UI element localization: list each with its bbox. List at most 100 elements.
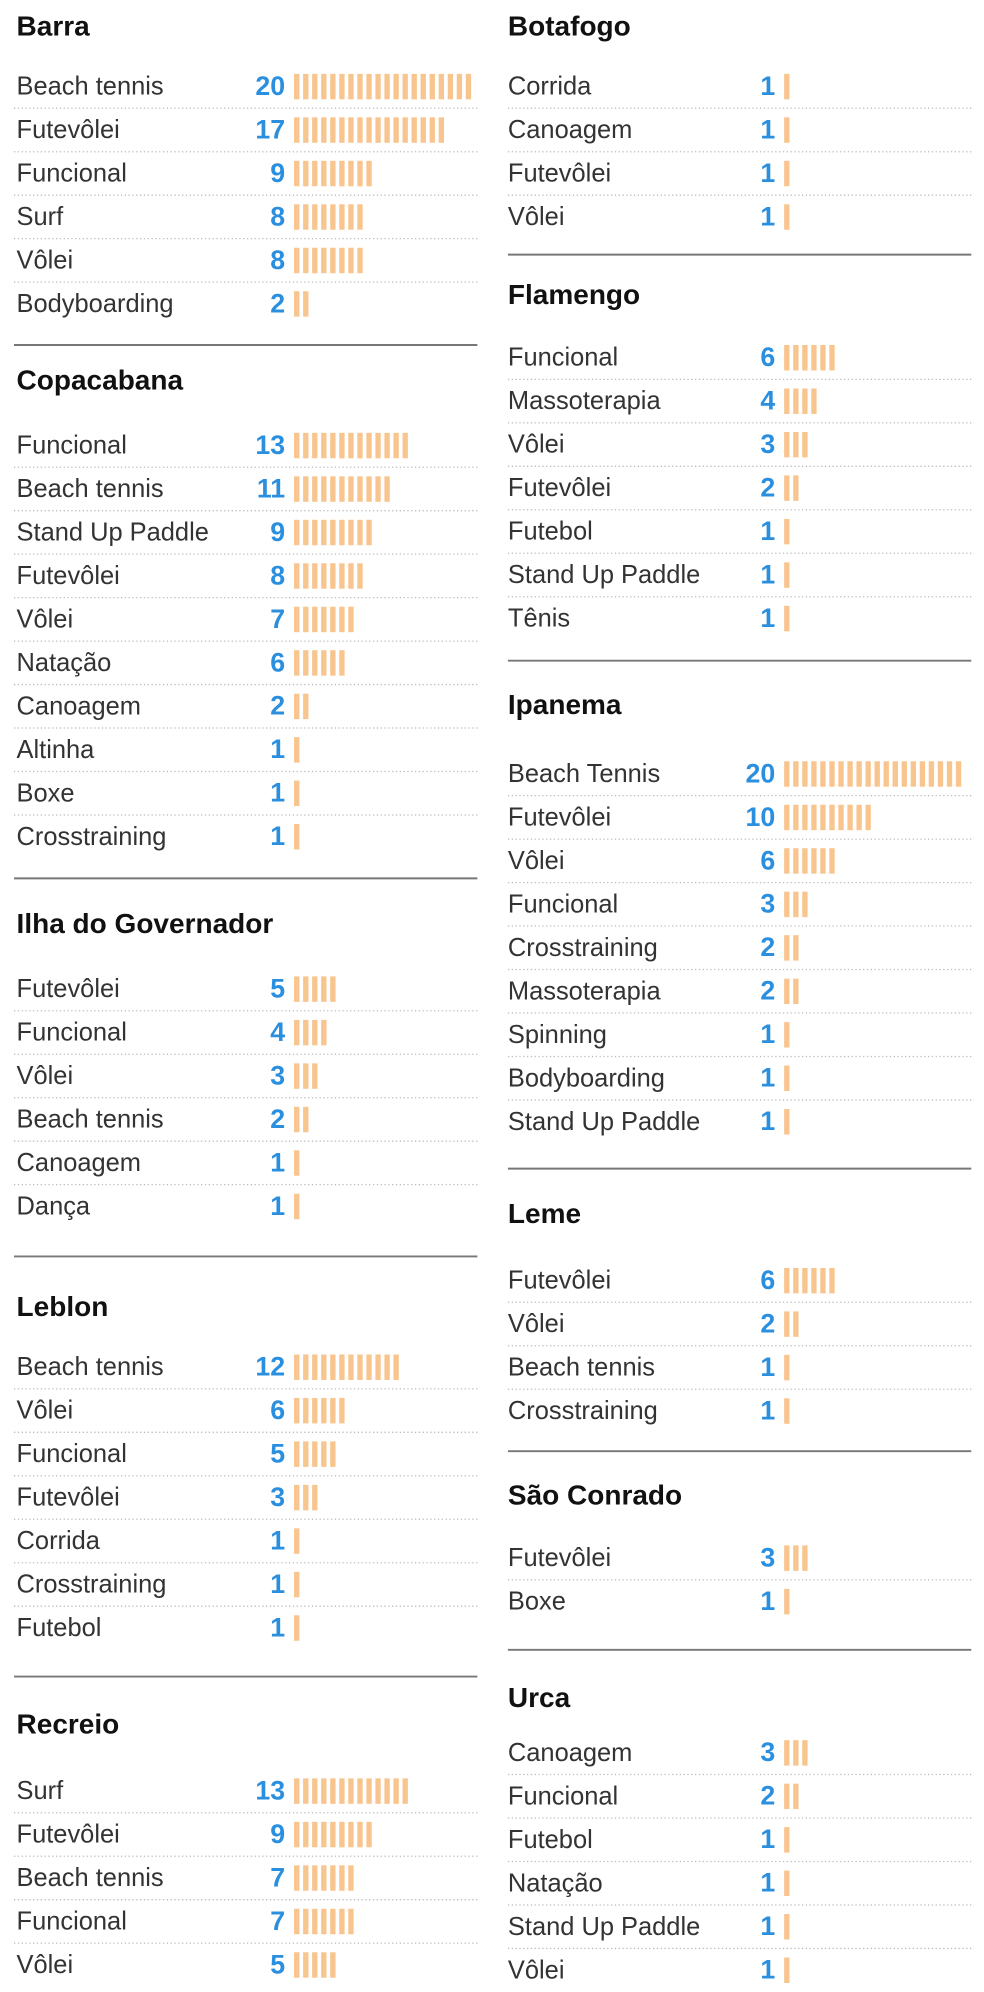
- tally-bar: [784, 935, 799, 961]
- tally-bar: [784, 1109, 790, 1135]
- tally-mark: [384, 117, 390, 143]
- tally-bar: [784, 891, 808, 918]
- tally-mark: [330, 160, 336, 187]
- tally-bar: [294, 1528, 300, 1554]
- tally-bar: [294, 1106, 309, 1133]
- count-label: 1: [270, 778, 285, 808]
- tally-bar: [294, 160, 372, 187]
- tally-mark: [321, 1952, 327, 1978]
- activity-label: Altinha: [17, 736, 96, 764]
- tally-mark: [802, 891, 808, 918]
- tally-mark: [892, 761, 898, 787]
- count-label: 9: [270, 158, 285, 188]
- tally-mark: [348, 160, 354, 187]
- section-title: Botafogo: [508, 10, 631, 41]
- tally-mark: [312, 1354, 318, 1380]
- count-label: 1: [270, 1612, 285, 1642]
- tally-mark: [303, 117, 309, 143]
- tally-bar: [294, 1150, 300, 1176]
- tally-mark: [294, 1019, 300, 1046]
- count-label: 8: [270, 201, 285, 231]
- tally-mark: [856, 761, 862, 787]
- tally-mark: [784, 345, 790, 371]
- tally-bar: [294, 291, 309, 317]
- tally-mark: [955, 761, 962, 787]
- tally-mark: [411, 117, 417, 143]
- tally-mark: [847, 804, 853, 831]
- tally-mark: [375, 476, 381, 502]
- count-label: 2: [760, 472, 775, 502]
- tally-mark: [793, 1545, 799, 1571]
- activity-label: Vôlei: [17, 1062, 74, 1090]
- tally-mark: [321, 1908, 327, 1935]
- tally-mark: [294, 1397, 300, 1424]
- activity-label: Natação: [508, 1869, 603, 1897]
- tally-mark: [793, 978, 799, 1005]
- count-label: 2: [760, 1308, 775, 1338]
- count-label: 7: [270, 1862, 285, 1892]
- tally-mark: [802, 761, 808, 787]
- tally-mark: [303, 563, 309, 589]
- count-label: 13: [255, 430, 285, 460]
- tally-mark: [429, 73, 435, 100]
- tally-mark: [411, 73, 417, 100]
- activity-label: Crosstraining: [17, 823, 167, 851]
- tally-mark: [438, 73, 445, 100]
- tally-bar: [784, 804, 871, 831]
- tally-mark: [339, 1821, 345, 1848]
- count-label: 3: [760, 889, 775, 919]
- count-label: 1: [760, 1019, 775, 1049]
- tally-bar: [784, 1870, 790, 1897]
- activity-label: Crosstraining: [508, 1397, 658, 1425]
- tally-mark: [784, 1870, 790, 1897]
- tally-mark: [330, 563, 336, 589]
- count-label: 2: [760, 1781, 775, 1811]
- tally-mark: [312, 1484, 318, 1511]
- tally-mark: [294, 1528, 300, 1554]
- tally-bar: [294, 476, 390, 502]
- tally-mark: [829, 761, 835, 787]
- count-label: 6: [760, 845, 775, 875]
- tally-mark: [784, 935, 790, 961]
- tally-mark: [874, 761, 880, 787]
- tally-mark: [330, 1778, 336, 1804]
- tally-mark: [784, 1545, 790, 1571]
- tally-bar: [294, 780, 300, 807]
- tally-bar: [294, 1193, 300, 1220]
- tally-mark: [784, 1398, 790, 1424]
- tally-mark: [321, 73, 327, 100]
- activity-label: Tênis: [508, 605, 570, 633]
- tally-bar: [294, 1778, 408, 1804]
- tally-mark: [402, 432, 408, 459]
- count-label: 6: [760, 1265, 775, 1295]
- activity-label: Stand Up Paddle: [508, 1913, 700, 1941]
- tally-mark: [312, 606, 318, 633]
- activity-label: Vôlei: [508, 431, 565, 459]
- tally-bar: [784, 1065, 790, 1092]
- tally-mark: [357, 563, 363, 589]
- tally-mark: [802, 1545, 808, 1571]
- tally-mark: [375, 1778, 381, 1804]
- tally-bar: [294, 650, 345, 676]
- activity-label: Vôlei: [17, 246, 74, 274]
- count-label: 4: [760, 386, 775, 416]
- tally-bar: [784, 848, 835, 874]
- tally-mark: [366, 476, 372, 502]
- tally-mark: [330, 117, 336, 143]
- tally-mark: [820, 848, 826, 874]
- tally-mark: [294, 1952, 300, 1978]
- tally-bar: [784, 204, 790, 230]
- section-title: Leblon: [17, 1291, 109, 1322]
- tally-mark: [793, 388, 799, 414]
- tally-mark: [793, 475, 799, 501]
- tally-mark: [784, 1957, 790, 1983]
- tally-mark: [784, 518, 790, 545]
- tally-mark: [384, 432, 390, 459]
- count-label: 1: [760, 201, 775, 231]
- tally-mark: [802, 1740, 808, 1766]
- tally-mark: [312, 476, 318, 502]
- tally-mark: [303, 1865, 309, 1891]
- tally-mark: [294, 247, 300, 274]
- tally-mark: [321, 606, 327, 633]
- tally-mark: [294, 432, 300, 459]
